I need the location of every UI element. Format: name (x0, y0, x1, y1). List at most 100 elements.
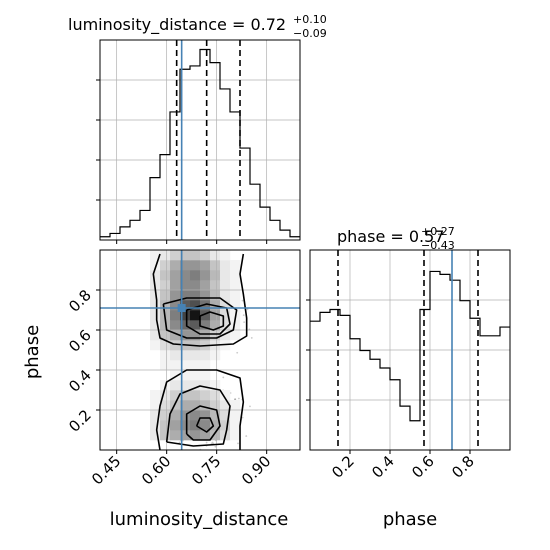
density-cell (200, 430, 211, 441)
density-cell (210, 260, 221, 271)
density-cell (220, 400, 231, 411)
density-cell (210, 350, 221, 361)
density-cell (150, 260, 161, 271)
density-cell (190, 250, 201, 261)
density-cell (150, 320, 161, 331)
density-cell (170, 250, 181, 261)
density-cell (220, 300, 231, 311)
density-cell (180, 380, 191, 391)
density-cell (180, 400, 191, 411)
density-cell (190, 270, 201, 281)
density-cell (210, 420, 221, 431)
density-cell (170, 360, 181, 371)
scatter-sample (214, 445, 217, 448)
density-cell (200, 270, 211, 281)
density-cell (200, 250, 211, 261)
density-cell (170, 310, 181, 321)
phase-histogram-step (310, 270, 510, 422)
density-cell (180, 280, 191, 291)
density-cell (180, 360, 191, 371)
density-cell (170, 370, 181, 381)
density-cell (160, 360, 171, 371)
density-cell (220, 320, 231, 331)
density-cell (180, 390, 191, 401)
density-cell (180, 410, 191, 421)
density-cell (170, 320, 181, 331)
x-axis-label-luminosity-distance: luminosity_distance (110, 509, 289, 530)
density-cell (200, 330, 211, 341)
tick-label-y-phase: 0.4 (65, 366, 95, 396)
density-cell (150, 390, 161, 401)
density-cell (190, 290, 201, 301)
density-cell (150, 340, 161, 351)
tick-label-x-ld: 0.75 (188, 452, 224, 488)
density-cell (180, 430, 191, 441)
density-cell (220, 390, 231, 401)
density-cell (150, 300, 161, 311)
density-cell (150, 330, 161, 341)
density-cell (210, 390, 221, 401)
density-cell (170, 340, 181, 351)
density-cell (190, 280, 201, 291)
density-cell (200, 360, 211, 371)
density-cell (150, 270, 161, 281)
contour-mid-lower (165, 385, 231, 447)
phase-title-minus: −0.43 (421, 239, 455, 252)
density-cell (150, 400, 161, 411)
density-cell (200, 280, 211, 291)
density-cell (230, 320, 241, 331)
ld-hist-frame (99, 39, 301, 241)
density-cell (220, 250, 231, 261)
density-cell (170, 270, 181, 281)
density-cell (170, 280, 181, 291)
density-cell (190, 400, 201, 411)
density-cell (190, 420, 201, 431)
density-cell (210, 250, 221, 261)
density-cell (150, 410, 161, 421)
contour-outer-lower (155, 369, 245, 451)
density-cell (210, 320, 221, 331)
density-cell (160, 270, 171, 281)
scatter-sample (242, 314, 245, 317)
luminosity-distance-title-minus: −0.09 (293, 27, 327, 40)
phase-title-plus: +0.27 (421, 225, 455, 238)
density-cell (180, 320, 191, 331)
density-cell (200, 390, 211, 401)
scatter-sample (178, 441, 181, 444)
density-cell (190, 330, 201, 341)
density-cell (180, 270, 191, 281)
density-cell (210, 400, 221, 411)
density-cell (190, 360, 201, 371)
density-cell (180, 310, 191, 321)
density-cell (220, 420, 231, 431)
density-cell (190, 300, 201, 311)
density-cell (160, 420, 171, 431)
ld-histogram-step (100, 48, 300, 238)
density-cell (190, 430, 201, 441)
density-cell (220, 410, 231, 421)
contour-mid-upper (162, 297, 238, 339)
density-cell (200, 310, 211, 321)
density-cell (210, 310, 221, 321)
density-cell (200, 320, 211, 331)
density-cell (190, 410, 201, 421)
luminosity-distance-title-main: luminosity_distance = 0.72 (68, 15, 286, 35)
density-cell (170, 390, 181, 401)
density-cell (170, 410, 181, 421)
tick-label-y-phase: 0.6 (65, 326, 95, 356)
tick-label-x-ld: 0.45 (88, 452, 124, 488)
phase-title-main: phase = 0.57 (337, 227, 444, 246)
density-cell (180, 290, 191, 301)
density-cell (160, 250, 171, 261)
scatter-sample (241, 299, 244, 302)
scatter-sample (243, 321, 246, 324)
density-cell (230, 280, 241, 291)
density-cell (210, 410, 221, 421)
tick-label-y-phase: 0.2 (65, 406, 95, 436)
density-cell (180, 260, 191, 271)
y-axis-label-phase: phase (22, 325, 43, 379)
density-cell (230, 260, 241, 271)
density-cell (160, 340, 171, 351)
density-cell (180, 420, 191, 431)
density-cell (150, 250, 161, 261)
